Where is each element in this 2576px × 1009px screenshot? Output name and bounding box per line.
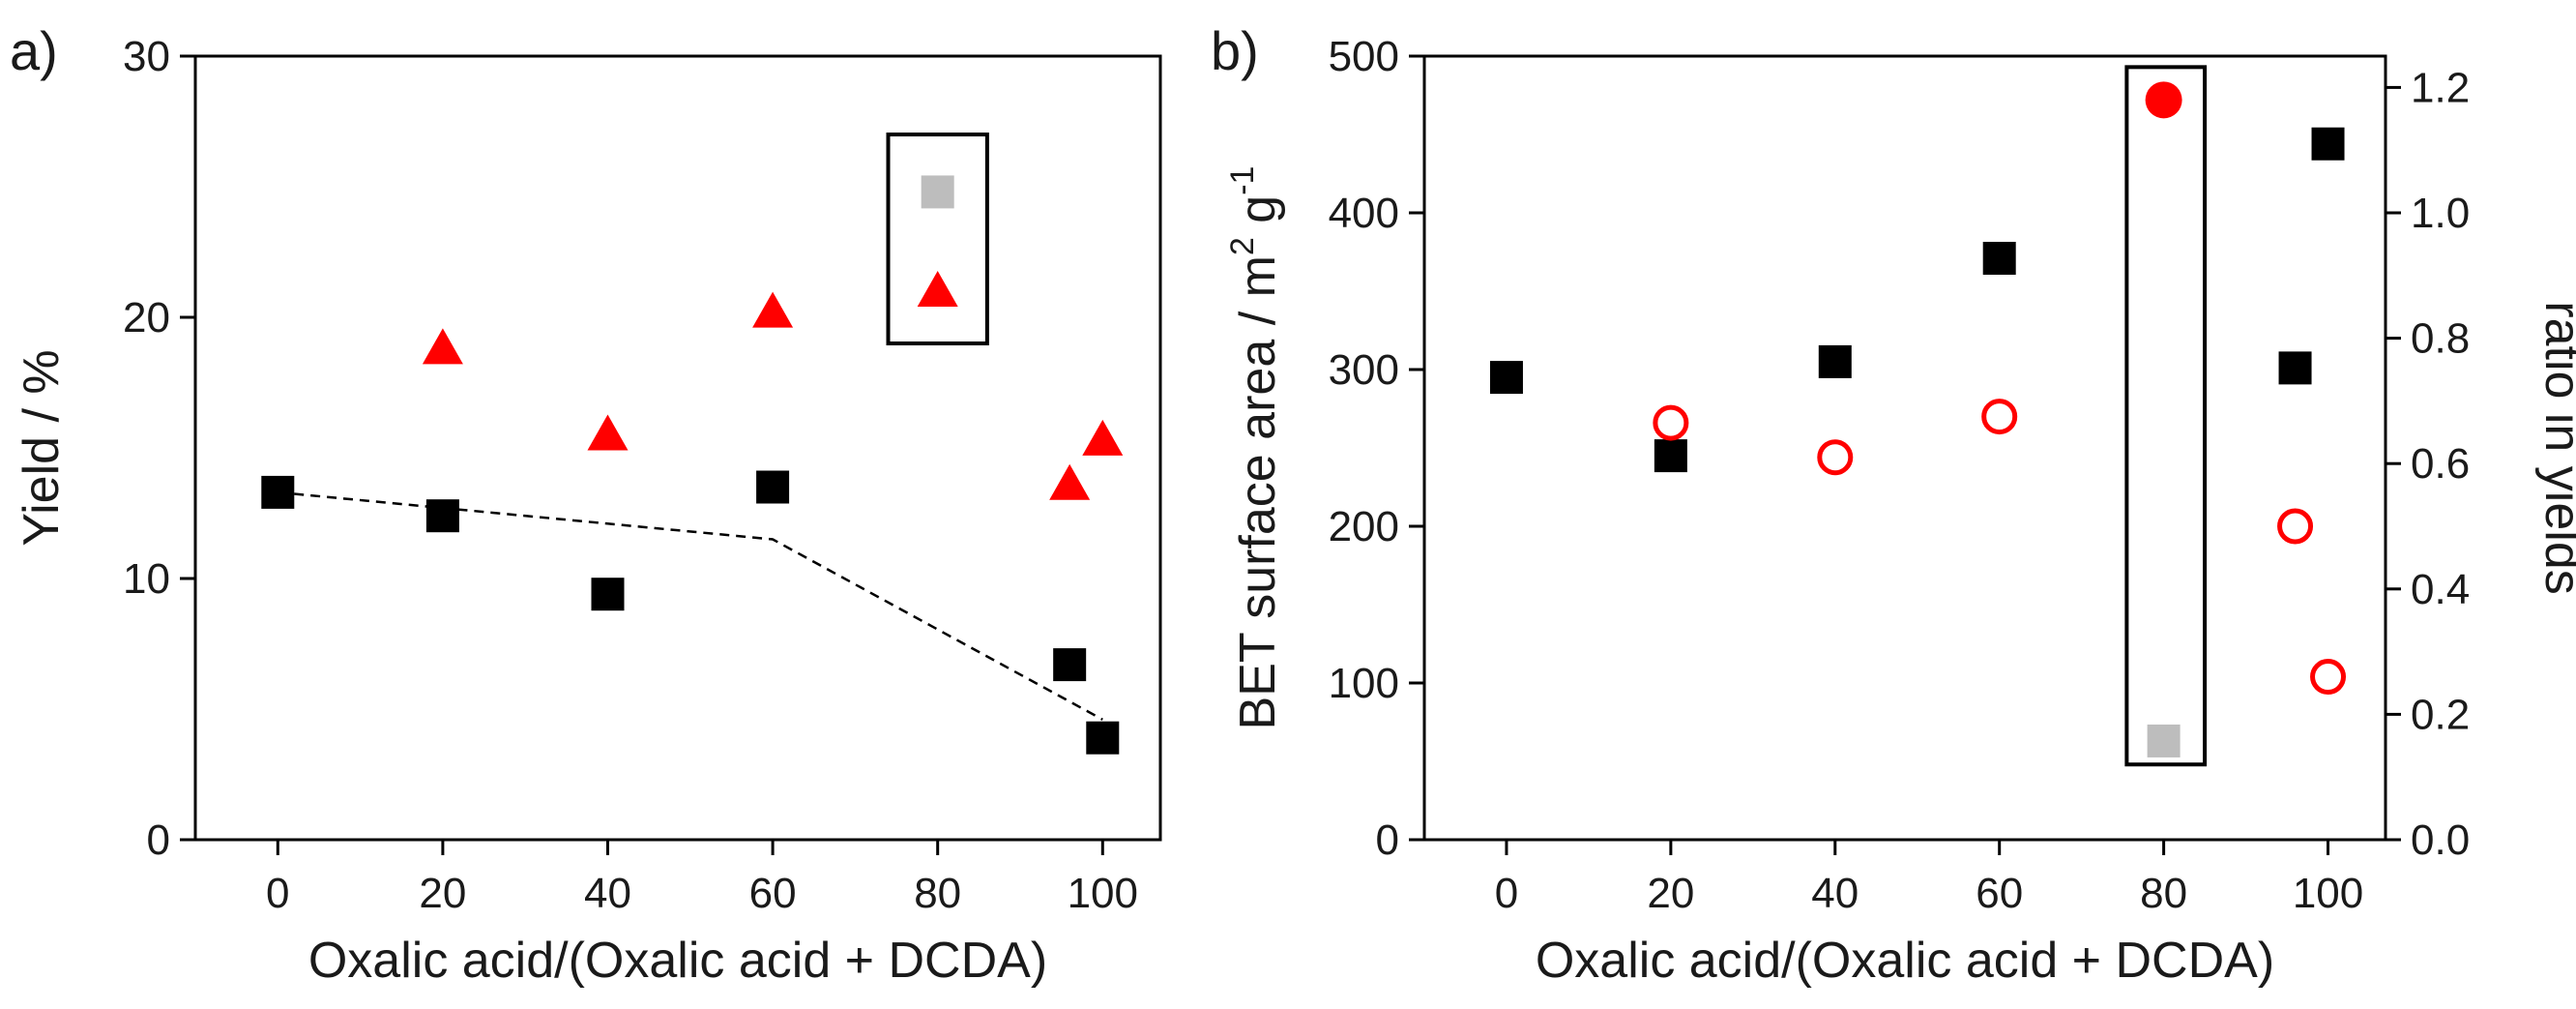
open-circle-marker [1817,439,1854,476]
open-circle-marker [1653,404,1689,441]
square-marker [591,578,625,611]
x-tick-label: 40 [1811,870,1859,917]
trend-line [278,490,1103,721]
y-tick-label: 200 [1329,503,1399,550]
panel-b-y-axis-title-mid: g [1230,195,1286,237]
y2-tick-label: 0.6 [2411,440,2470,488]
panel-b-axes-frame [1422,54,2387,842]
y-tick-label: 500 [1329,33,1399,80]
panel-b-x-axis: 0 20 40 60 80 100 [1495,840,2363,917]
y-tick-label: 100 [1329,660,1399,707]
square-marker [2147,724,2181,757]
x-tick-label: 100 [2293,870,2363,917]
square-marker [921,175,954,209]
square-marker [1982,241,2016,275]
panel-a-plot-area [261,133,1124,755]
x-tick-label: 20 [419,870,466,917]
x-tick-label: 80 [2140,870,2187,917]
panel-b-plot-area [1489,65,2347,767]
filled-circle-marker [2145,81,2182,119]
open-circle-marker [2310,659,2347,696]
panel-b-y-axis-title-sup2: -1 [1224,166,1261,195]
y-tick-label: 300 [1329,346,1399,394]
x-tick-label: 0 [266,870,289,917]
triangle-marker [422,328,463,365]
square-marker [756,470,790,504]
x-tick-label: 40 [584,870,631,917]
y2-tick-label: 0.2 [2411,691,2470,738]
square-marker [2278,351,2312,385]
y-tick-label: 20 [123,294,170,341]
square-marker [1654,439,1687,473]
panel-b-y-axis-title: BET surface area / m2 g-1 [1224,166,1286,730]
y-tick-label: 30 [123,33,170,80]
y2-tick-label: 0.8 [2411,315,2470,363]
highlight-box [2124,65,2208,767]
triangle-marker [1082,419,1124,456]
panel-a: a) 0 20 40 60 80 100 0 10 20 30 Oxalic acid/(Oxa… [10,20,1162,989]
panel-b-label: b) [1211,20,1259,81]
panel-b-right-y-axis: 0.0 0.2 0.4 0.6 0.8 1.0 1.2 [2386,64,2470,864]
y2-tick-label: 1.2 [2411,64,2470,111]
x-tick-label: 60 [1976,870,2023,917]
panel-a-y-axis: 0 10 20 30 [123,33,195,864]
panel-b-y-axis-title-sup1: 2 [1224,237,1261,255]
square-marker [2311,127,2345,161]
panel-a-x-axis-title: Oxalic acid/(Oxalic acid + DCDA) [308,933,1047,989]
triangle-marker [587,414,629,451]
square-marker [1053,648,1087,682]
x-tick-label: 20 [1647,870,1694,917]
panel-a-x-axis: 0 20 40 60 80 100 [266,840,1138,917]
triangle-marker [917,271,958,307]
y2-tick-label: 1.0 [2411,190,2470,237]
open-circle-marker [2277,508,2314,545]
triangle-marker [1049,463,1091,500]
x-tick-label: 100 [1068,870,1138,917]
panel-b-left-y-axis: 0 100 200 300 400 500 [1329,33,1424,864]
triangle-marker [752,291,794,328]
x-tick-label: 80 [914,870,961,917]
highlight-box [886,133,989,345]
panel-a-y-axis-title: Yield / % [14,349,70,546]
panel-b-y2-axis-title: ratio in yields [2534,301,2576,594]
y2-tick-label: 0.0 [2411,816,2470,864]
square-marker [1489,361,1523,395]
y-tick-label: 400 [1329,190,1399,237]
square-marker [1818,344,1852,378]
square-marker [1086,721,1120,755]
panel-b-x-axis-title: Oxalic acid/(Oxalic acid + DCDA) [1536,933,2274,989]
y2-tick-label: 0.4 [2411,566,2470,613]
x-tick-label: 60 [749,870,797,917]
x-tick-label: 0 [1495,870,1518,917]
square-marker [425,499,459,533]
y-tick-label: 0 [147,816,170,864]
panel-a-axes-frame [193,54,1162,842]
y-tick-label: 10 [123,555,170,603]
open-circle-marker [1981,399,2018,435]
y-tick-label: 0 [1376,816,1399,864]
panel-a-label: a) [10,20,58,81]
